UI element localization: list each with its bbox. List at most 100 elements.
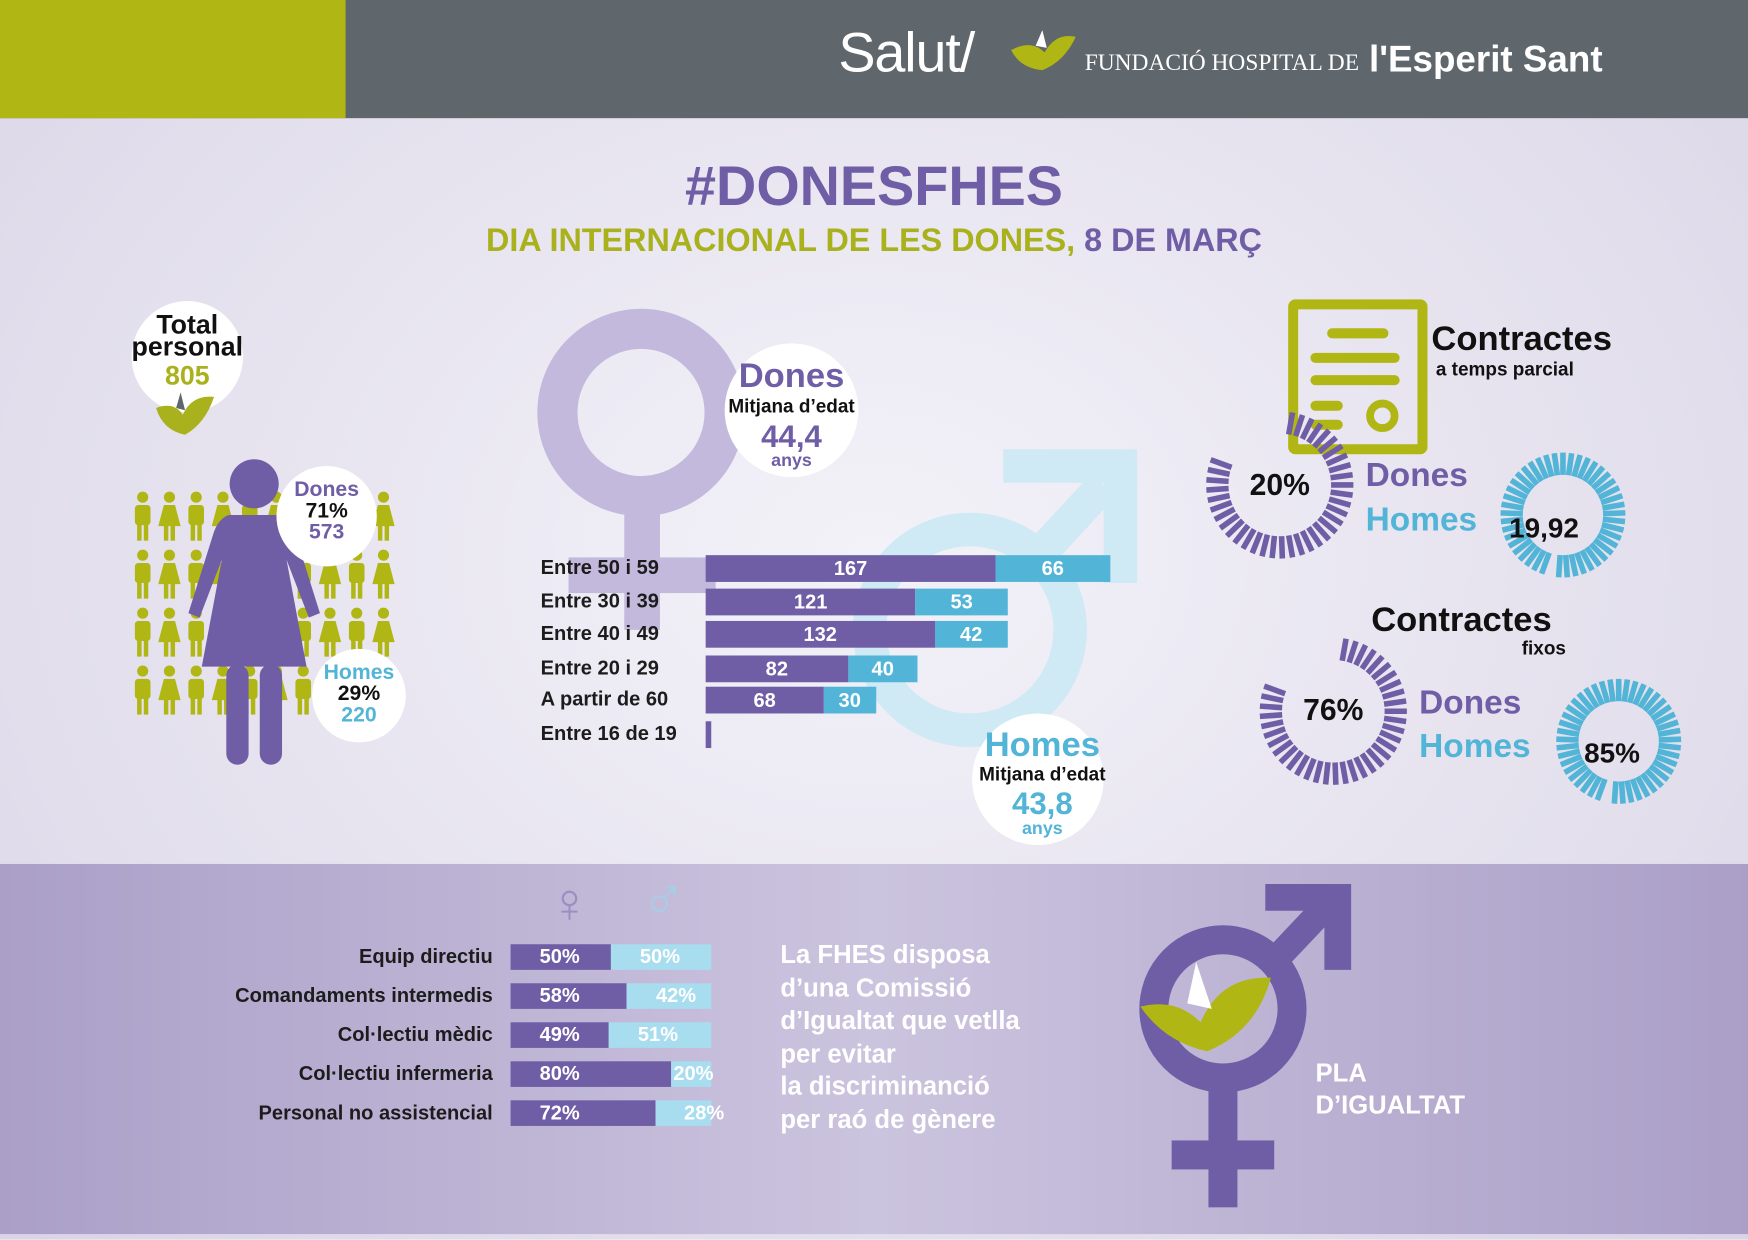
page-title: #DONESFHES (685, 154, 1063, 218)
parcial-homes-value: 19,92 (1509, 512, 1579, 545)
paragraph-line: per evitar (780, 1038, 896, 1068)
person-icon (372, 607, 395, 657)
parcial-dones-value: 20% (1249, 468, 1310, 502)
group-label: Col·lectiu mèdic (337, 1023, 493, 1046)
total-label-line1: Total (156, 309, 219, 341)
woman-figure-icon (188, 459, 320, 765)
fixos-homes-value: 85% (1584, 737, 1640, 770)
person-icon (188, 665, 205, 715)
foundation-text: FUNDACIÓ HOSPITAL DE (1084, 49, 1359, 76)
paragraph-line: d’una Comissió (780, 972, 972, 1002)
person-icon (372, 491, 395, 541)
dones-age-bubble: Dones (724, 343, 859, 478)
commission-paragraph: La FHES disposa d’una Comissió d’Igualtat … (780, 939, 1114, 1136)
dones-total-count: 573 (308, 520, 345, 545)
female-symbol-icon (537, 308, 745, 630)
person-icon (134, 665, 151, 715)
pla-line2: D’IGUALTAT (1315, 1090, 1466, 1120)
age-bar-homes: 66 (995, 555, 1111, 582)
subtitle-date: 8 DE MARÇ (1084, 222, 1262, 259)
dones-total-pct: 71% (305, 499, 348, 523)
total-value: 805 (164, 361, 210, 392)
fixos-dones-value: 76% (1303, 693, 1364, 727)
bottom-band (0, 863, 1748, 1235)
person-icon (158, 549, 181, 599)
age-bar-homes: 42 (934, 620, 1008, 648)
homes-age-unit: anys (1022, 819, 1063, 839)
total-label: Total personal 805 (111, 309, 263, 392)
homes-age-label: Homes (984, 724, 1100, 764)
age-bar-label: Entre 30 i 39 (540, 589, 659, 613)
group-bar-dones: 49% (510, 1022, 609, 1048)
group-bar-homes: 51% (608, 1022, 712, 1048)
pla-igualtat-label: PLA D’IGUALTAT (1315, 1057, 1465, 1122)
fixos-homes-ring (1556, 678, 1682, 804)
group-bar-homes: 28% (655, 1100, 724, 1126)
female-symbol-small-icon: ♀ (548, 871, 591, 935)
person-icon (318, 607, 342, 657)
group-bar-dones: 80% (510, 1061, 672, 1087)
pla-line1: PLA (1315, 1057, 1367, 1087)
foundation-name: l'Esperit Sant (1368, 37, 1603, 80)
parcial-dones-ring (1206, 411, 1354, 559)
group-label: Comandaments intermedis (235, 984, 493, 1007)
homes-total-count: 220 (341, 703, 377, 727)
dones-total-label: Dones (294, 478, 360, 502)
group-bar-homes: 20% (671, 1061, 714, 1087)
dones-age-label: Dones (738, 355, 845, 395)
group-label: Equip directiu (358, 945, 493, 968)
fixos-homes-label: Homes (1419, 727, 1531, 765)
parcial-homes-label: Homes (1365, 501, 1478, 539)
age-bar-label: A partir de 60 (540, 687, 669, 711)
age-bar-homes: 53 (915, 588, 1008, 616)
homes-age-value: 43,8 (1011, 785, 1073, 821)
dove-icon (156, 392, 215, 435)
group-label: Personal no assistencial (258, 1101, 493, 1124)
group-bar-dones: 58% (510, 983, 627, 1009)
group-bar-dones: 72% (510, 1100, 656, 1126)
age-bar-dones: 68 (705, 686, 824, 714)
paragraph-line: la discriminanció (780, 1071, 990, 1101)
paragraph-line: d’Igualtat que vetlla (780, 1005, 1020, 1035)
person-icon (134, 549, 151, 599)
person-icon (134, 607, 151, 657)
age-bar-homes: 40 (847, 655, 918, 683)
parcial-sub: a temps parcial (1435, 358, 1574, 381)
gender-symbols-background (537, 308, 1138, 747)
age-bar-dones: 167 (705, 555, 996, 582)
page-subtitle: DIA INTERNACIONAL DE LES DONES, 8 DE MAR… (0, 223, 1748, 260)
age-bar-homes: 30 (823, 686, 876, 714)
person-icon (134, 491, 151, 541)
contract-document-icon (1288, 299, 1428, 455)
male-symbol-small-icon: ♂ (641, 866, 687, 934)
homes-age-bubble (972, 713, 1104, 846)
group-bar-homes: 50% (610, 944, 712, 970)
salut-logo-text: Salut/ (838, 21, 975, 84)
age-bar-dones: 132 (705, 620, 935, 648)
dove-logo-icon (1011, 30, 1076, 71)
age-bar-dones: 121 (705, 588, 916, 616)
ring-gauges (1206, 411, 1682, 804)
group-label: Col·lectiu infermeria (298, 1062, 493, 1085)
parcial-title: Contractes (1431, 318, 1612, 358)
homes-total-pct: 29% (337, 682, 381, 706)
person-icon (188, 491, 205, 541)
fixos-sub: fixos (1521, 637, 1566, 659)
age-bar-dones (705, 721, 711, 749)
person-icon (372, 549, 395, 599)
dones-age-unit: anys (771, 451, 812, 471)
person-icon (158, 491, 181, 541)
group-bar-dones: 50% (510, 944, 611, 970)
age-bar-dones: 82 (705, 655, 848, 683)
total-label-line2: personal (131, 332, 244, 363)
person-icon (158, 665, 181, 715)
dones-age-value: 44,4 (761, 419, 822, 454)
parcial-homes-ring (1500, 452, 1626, 578)
fixos-dones-ring (1259, 638, 1407, 785)
dones-total-bubble: Dones 71% 573 (276, 465, 377, 567)
group-bar-homes: 42% (626, 983, 712, 1009)
dones-age-sub: Mitjana d’edat (728, 395, 855, 417)
age-bar-label: Entre 20 i 29 (540, 656, 659, 679)
homes-total-label: Homes (323, 661, 395, 685)
